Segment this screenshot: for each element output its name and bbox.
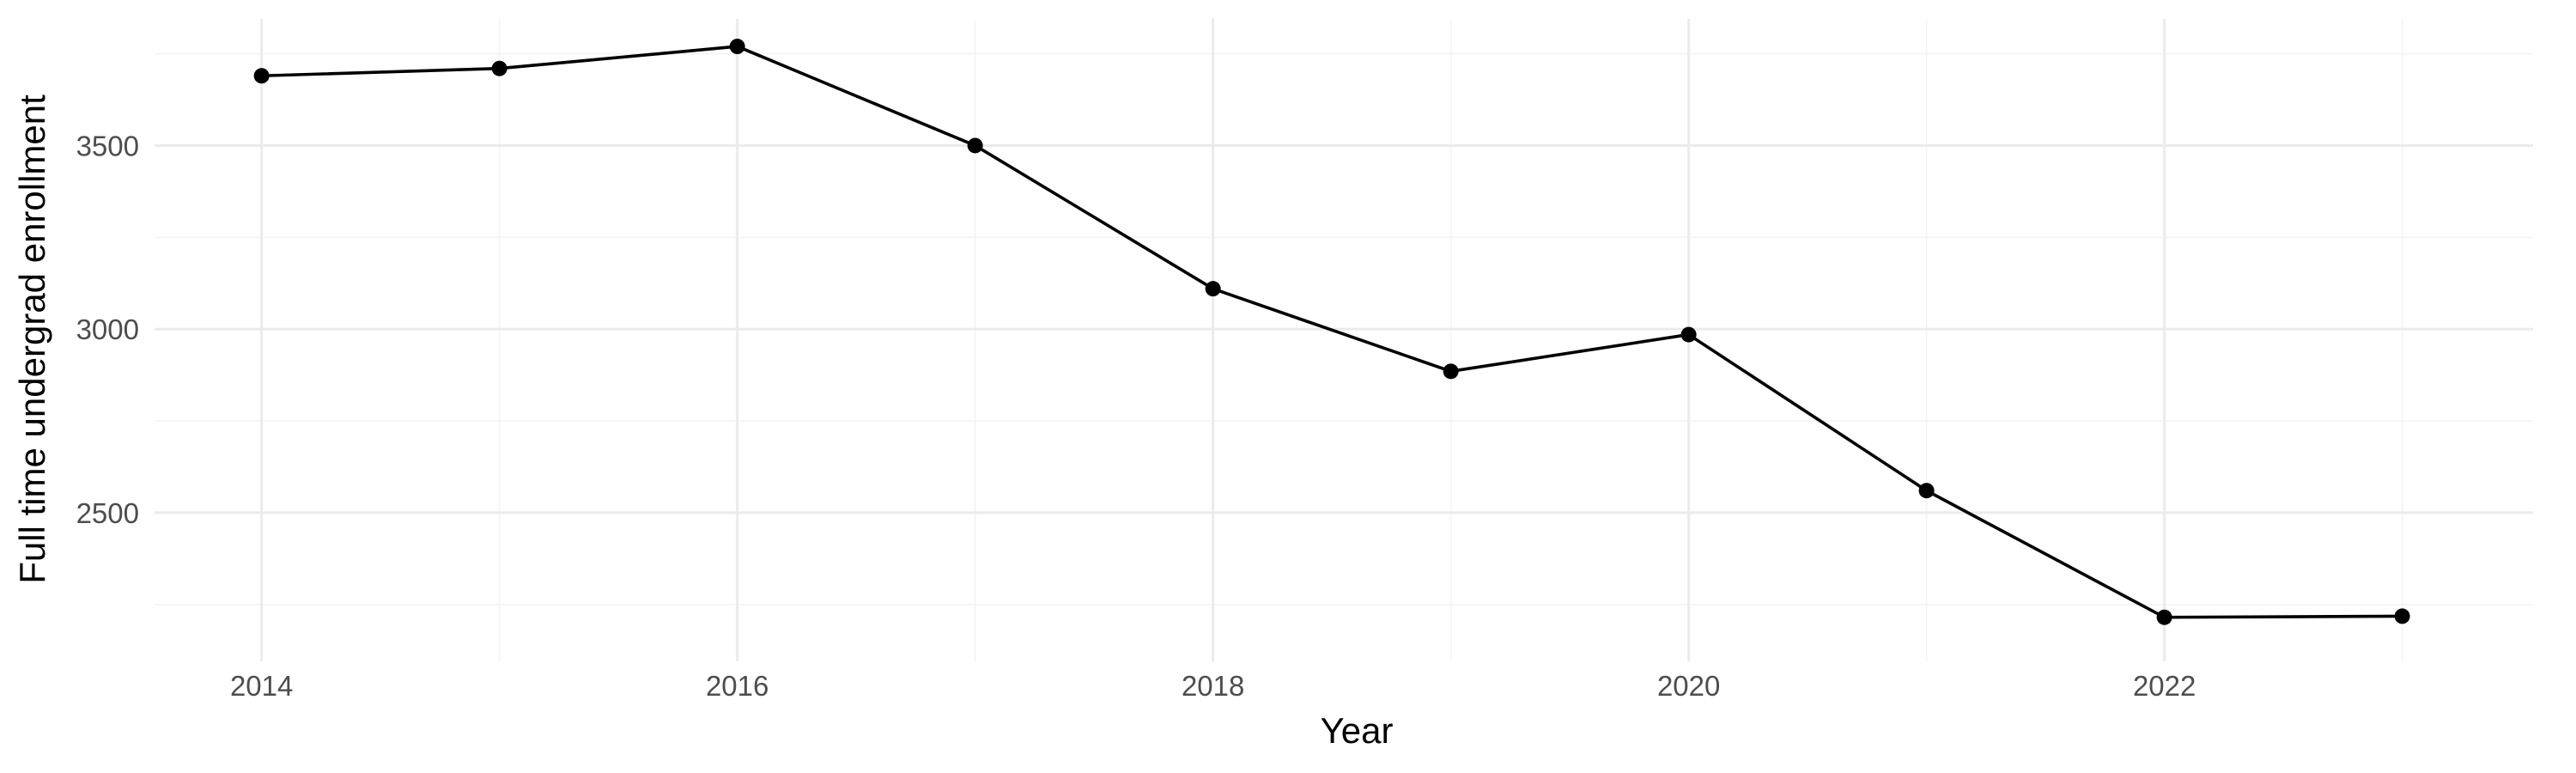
y-tick-label: 3000 [76, 313, 139, 345]
x-axis-title: Year [1321, 710, 1394, 751]
x-tick-label: 2022 [2133, 670, 2196, 702]
tick-layer: 2014 2016 2018 2020 2022 2500 3000 3500 [76, 130, 2196, 702]
y-tick-label: 2500 [76, 497, 139, 529]
data-point [1918, 483, 1935, 499]
data-layer [253, 39, 2410, 625]
data-point [253, 68, 270, 84]
data-point [1443, 363, 1459, 380]
data-point [967, 137, 983, 154]
x-tick-label: 2014 [230, 670, 293, 702]
series-line [261, 45, 2403, 619]
y-tick-label: 3500 [76, 130, 139, 161]
data-point [729, 39, 745, 55]
x-tick-label: 2020 [1657, 670, 1720, 702]
x-tick-label: 2018 [1182, 670, 1244, 702]
data-point [2156, 609, 2172, 625]
x-tick-label: 2016 [706, 670, 769, 702]
y-axis-title: Full time undergrad enrollment [12, 94, 52, 584]
data-point [491, 60, 507, 76]
grid-layer [155, 19, 2533, 661]
data-point [1205, 281, 1221, 297]
data-point [2394, 608, 2410, 624]
data-point [1680, 326, 1697, 343]
